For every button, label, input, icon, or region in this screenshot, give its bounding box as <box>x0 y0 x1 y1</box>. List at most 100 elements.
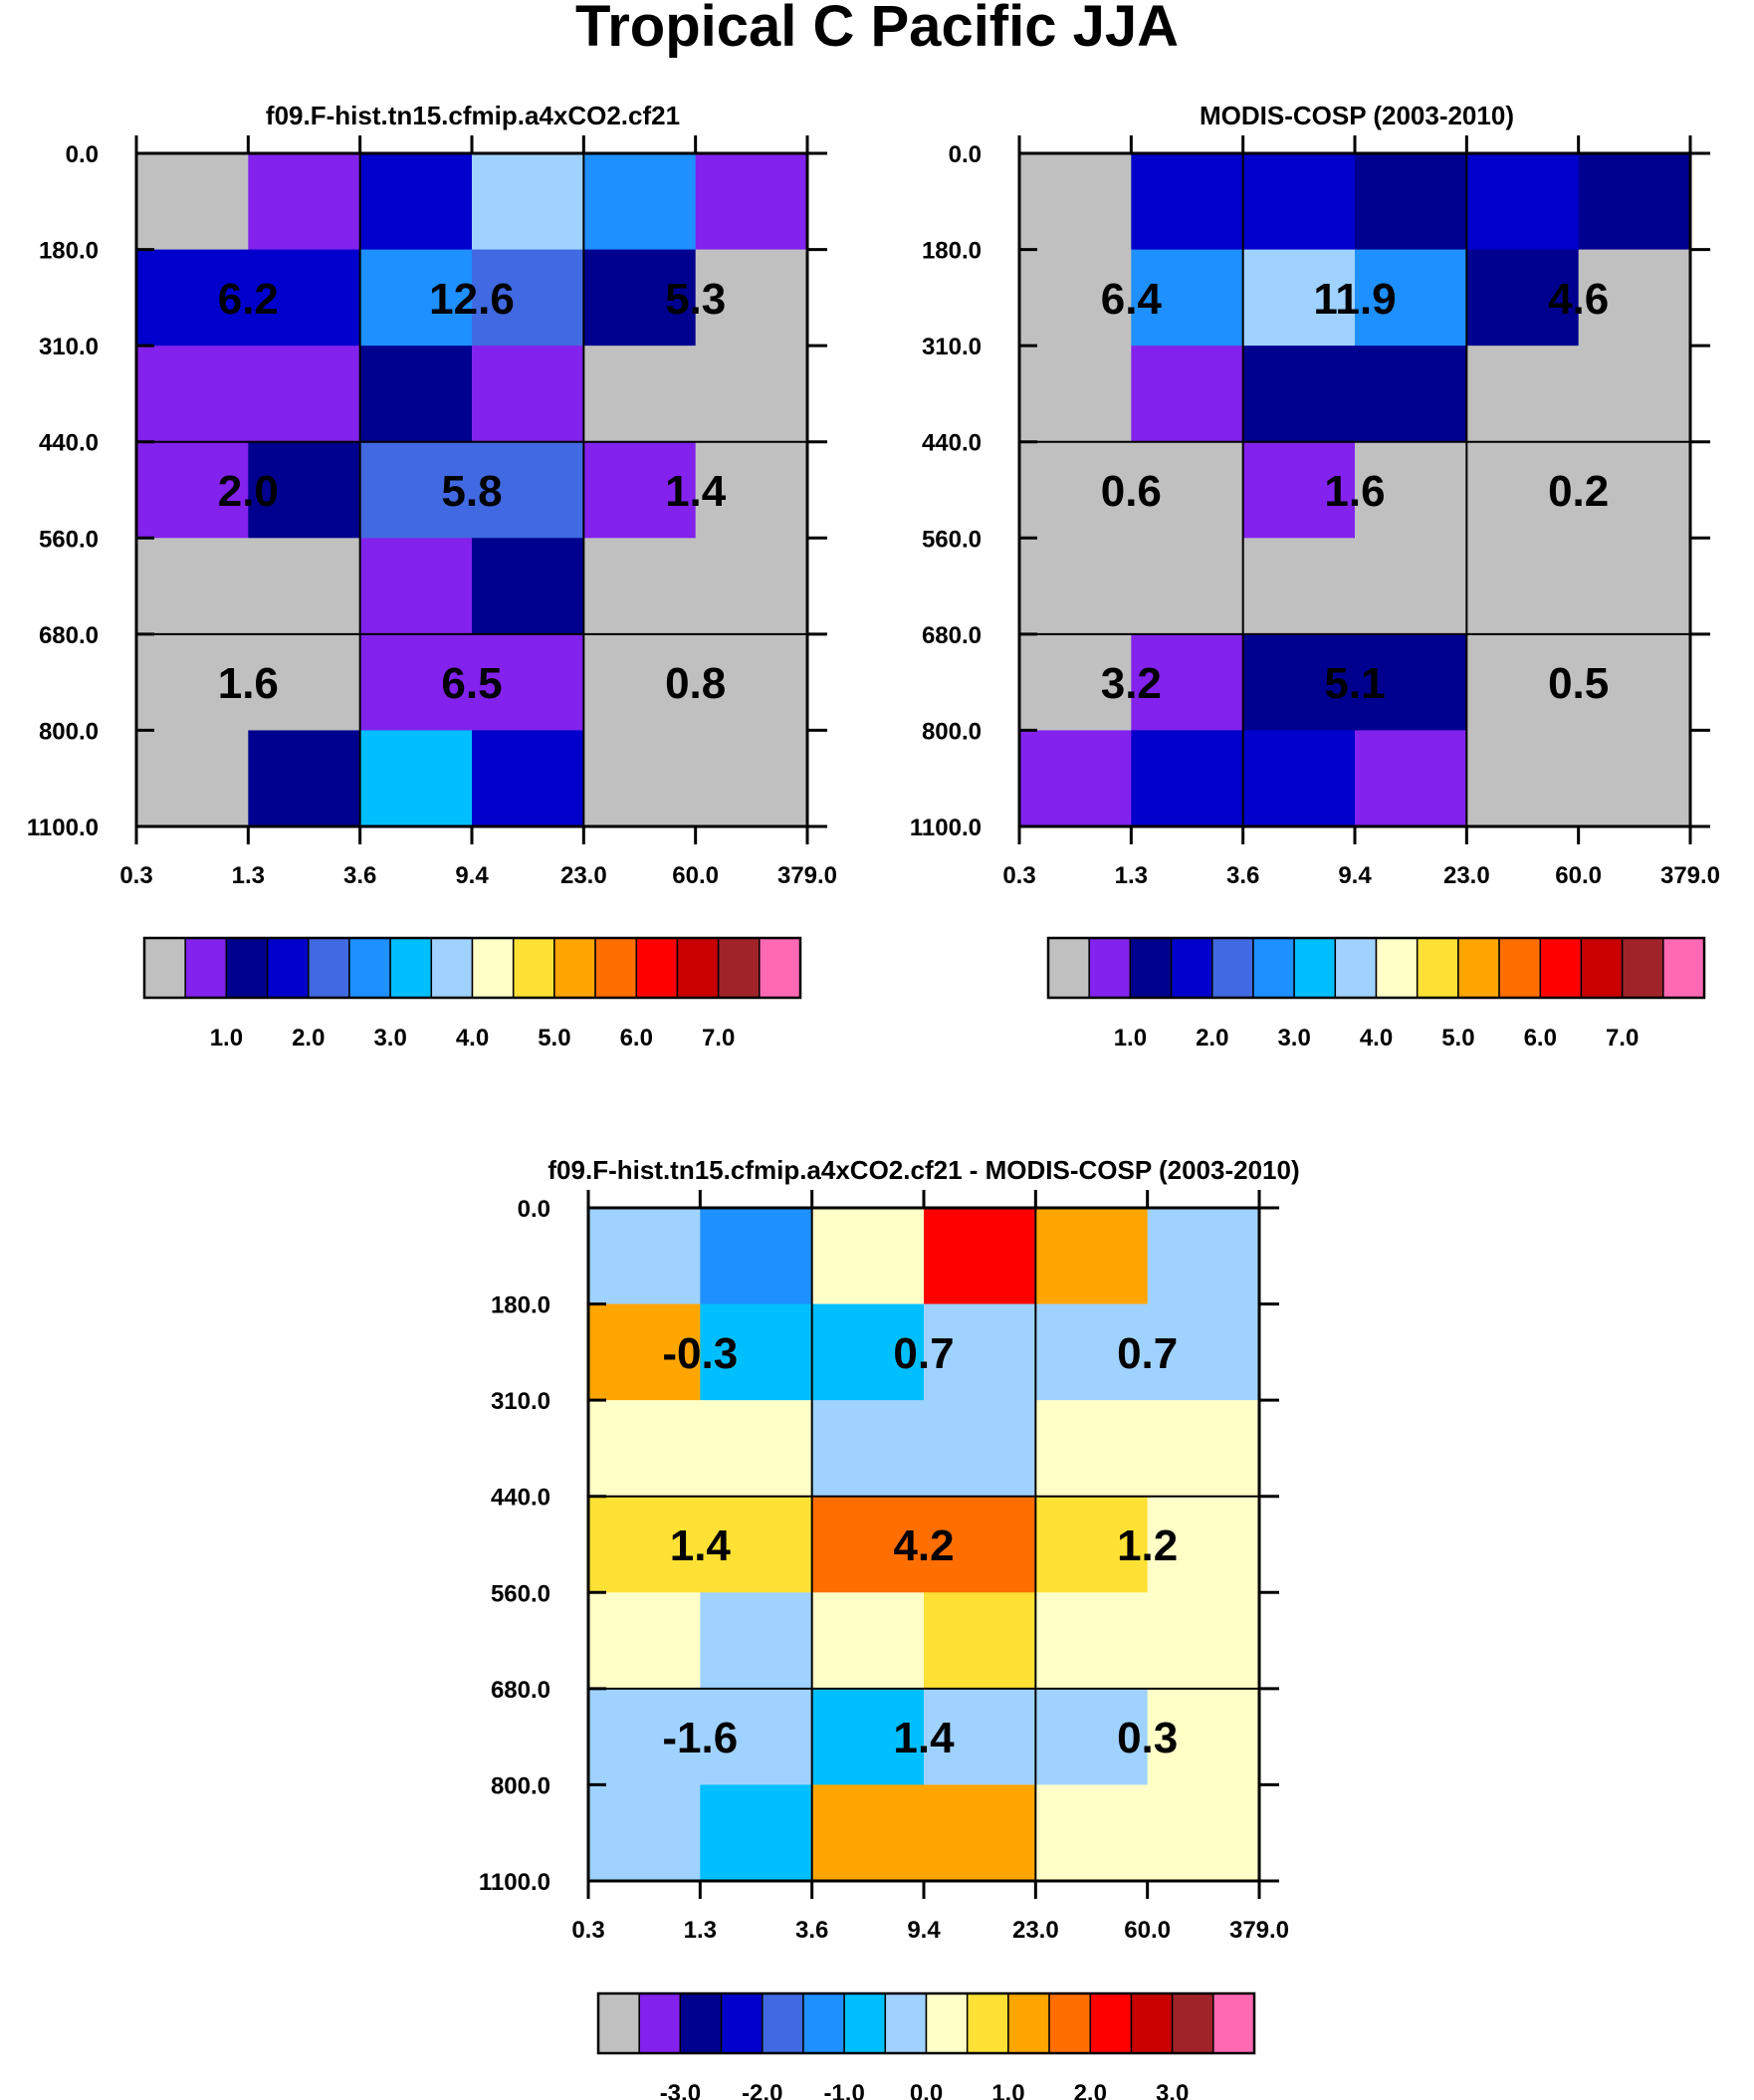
colorbar-label: 6.0 <box>620 1025 653 1051</box>
heatmap-cell <box>1131 538 1244 635</box>
x-tick-label: 379.0 <box>777 862 837 889</box>
heatmap-cell <box>1355 153 1467 251</box>
x-tick-label: 0.3 <box>119 862 152 889</box>
colorbar-box <box>925 1992 969 2054</box>
colorbar-label: -2.0 <box>742 2080 782 2100</box>
box-value-label: -0.3 <box>662 1329 738 1378</box>
box-value-label: 0.7 <box>1117 1329 1178 1378</box>
heatmap-cell <box>583 153 697 251</box>
heatmap-cell <box>700 1688 813 1786</box>
heatmap-cell <box>248 346 361 443</box>
colorbar-box <box>225 937 269 999</box>
colorbar-label: -3.0 <box>660 2080 701 2100</box>
x-tick-label: 60.0 <box>1555 862 1602 889</box>
colorbar-box <box>1539 937 1583 999</box>
colorbar-frame <box>596 1991 1256 2055</box>
colorbar-box <box>430 937 474 999</box>
box-value-label: 1.4 <box>665 467 727 516</box>
colorbar-box <box>1170 937 1213 999</box>
heatmap-cell <box>1035 1208 1149 1305</box>
colorbar-box <box>1621 937 1664 999</box>
colorbar-label: 3.0 <box>1156 2080 1189 2100</box>
heatmap-cell <box>1242 441 1356 539</box>
colorbar-label: 3.0 <box>1277 1025 1310 1051</box>
colorbar-box <box>348 937 391 999</box>
heatmap-cell <box>695 633 808 732</box>
heatmap-cell <box>136 249 249 347</box>
panel-title: MODIS-COSP (2003-2010) <box>1200 101 1514 130</box>
box-value-label: 1.2 <box>1117 1521 1178 1570</box>
heatmap-cell <box>472 346 584 443</box>
colorbar-box <box>512 937 555 999</box>
heatmap-cell <box>1131 153 1244 251</box>
colorbar-box <box>1293 937 1337 999</box>
heatmap-cell <box>1147 1208 1260 1305</box>
heatmap-cell <box>695 153 808 251</box>
heatmap-cell <box>700 1592 813 1690</box>
colorbar-label: 2.0 <box>292 1025 325 1051</box>
heatmap-cell <box>1019 153 1132 251</box>
heatmap-cell <box>1355 249 1467 347</box>
heatmap-cell <box>1466 153 1580 251</box>
box-value-label: 5.3 <box>665 275 726 324</box>
x-tick-label: 0.3 <box>1002 862 1035 889</box>
panel-title: f09.F-hist.tn15.cfmip.a4xCO2.cf21 <box>266 101 680 130</box>
box-value-label: 5.8 <box>441 467 502 516</box>
box-value-label: 1.6 <box>218 659 279 708</box>
x-tick-label: 23.0 <box>1443 862 1490 889</box>
colorbar-label: 5.0 <box>538 1025 570 1051</box>
heatmap-cell <box>811 1208 925 1305</box>
heatmap-cell <box>588 1208 701 1305</box>
colorbar-label: 1.0 <box>991 2080 1024 2100</box>
x-tick-label: 23.0 <box>560 862 607 889</box>
heatmap-cell <box>1019 441 1132 539</box>
x-tick-label: 379.0 <box>1229 1917 1289 1944</box>
heatmap-cell <box>924 1208 1036 1305</box>
box-value-label: 6.4 <box>1101 275 1163 324</box>
heatmap-cell <box>1131 441 1244 539</box>
panel-title: f09.F-hist.tn15.cfmip.a4xCO2.cf21 - MODI… <box>548 1155 1299 1185</box>
heatmap-cell <box>700 1496 813 1593</box>
colorbar-label: -1.0 <box>823 2080 864 2100</box>
heatmap-cell <box>1131 249 1244 347</box>
heatmap-cell <box>1131 346 1244 443</box>
colorbar-box <box>635 937 679 999</box>
heatmap-cell <box>811 1303 925 1401</box>
colorbar-box <box>308 937 350 999</box>
colorbar-label: 4.0 <box>456 1025 489 1051</box>
heatmap-cell <box>700 1303 813 1401</box>
heatmap-cell <box>136 633 249 732</box>
heatmap-cell <box>811 1688 925 1786</box>
heatmap-cell <box>1019 346 1132 443</box>
heatmap-cell <box>1147 1688 1260 1786</box>
box-value-label: 0.7 <box>893 1329 954 1378</box>
heatmap-cell <box>811 1496 925 1593</box>
heatmap-cell <box>1578 730 1691 827</box>
x-tick-label: 9.4 <box>455 862 489 889</box>
heatmap-cell <box>1242 153 1356 251</box>
colorbar-box <box>553 937 596 999</box>
heatmap-cell <box>248 153 361 251</box>
colorbar-box <box>679 1992 723 2054</box>
heatmap-cell <box>924 1496 1036 1593</box>
heatmap-cell <box>472 441 584 539</box>
heatmap-cell <box>1242 633 1356 732</box>
colorbar-box <box>1375 937 1419 999</box>
heatmap-cell <box>248 633 361 732</box>
colorbar-box <box>389 937 433 999</box>
heatmap-cell <box>1355 538 1467 635</box>
heatmap-cell <box>1147 1496 1260 1593</box>
heatmap-cell <box>924 1303 1036 1401</box>
heatmap-panel-1: f09.F-hist.tn15.cfmip.a4xCO2.cf21 0.0 180.… <box>27 101 837 1051</box>
heatmap-cell <box>1466 538 1580 635</box>
colorbar: -3.0 -2.0 -1.0 0.0 1.0 2.0 3.0 <box>596 1991 1256 2100</box>
box-value-label: 4.2 <box>893 1521 954 1570</box>
box-value-label: 1.4 <box>670 1521 732 1570</box>
heatmap-cell <box>248 249 361 347</box>
colorbar-box <box>471 937 515 999</box>
box-value-label: 0.6 <box>1101 467 1162 516</box>
colorbar-box <box>1088 937 1132 999</box>
heatmap-cell <box>472 538 584 635</box>
x-tick-label: 1.3 <box>684 1917 717 1944</box>
